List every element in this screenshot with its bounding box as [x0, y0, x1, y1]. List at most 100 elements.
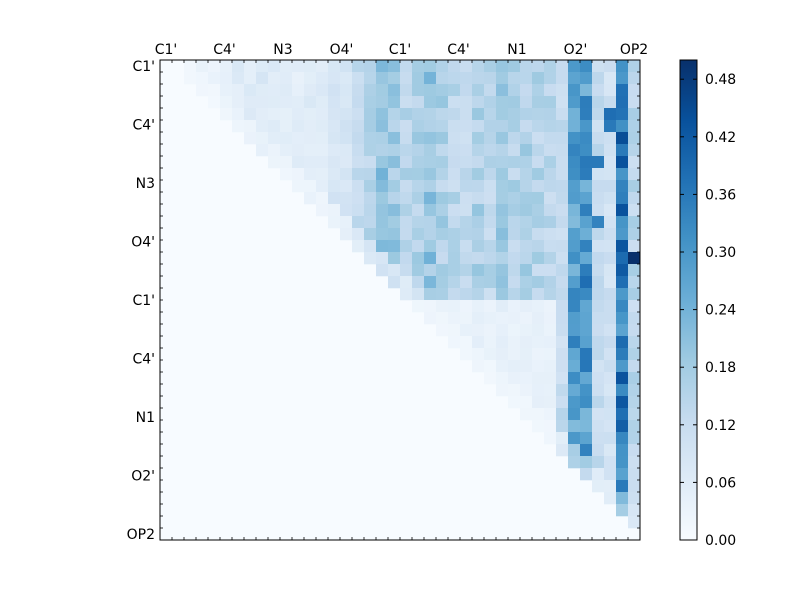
- heatmap-cell: [460, 240, 473, 253]
- heatmap-cell: [568, 276, 581, 289]
- heatmap-cell: [436, 120, 449, 133]
- heatmap-cell: [532, 396, 545, 409]
- heatmap-cell: [568, 420, 581, 433]
- heatmap-cell: [580, 132, 593, 145]
- heatmap-cell: [508, 132, 521, 145]
- heatmap-cell: [520, 288, 533, 301]
- heatmap-cell: [268, 84, 281, 97]
- heatmap-cell: [256, 120, 269, 133]
- heatmap-cell: [400, 168, 413, 181]
- heatmap-cell: [436, 204, 449, 217]
- heatmap-cell: [460, 336, 473, 349]
- heatmap-cell: [304, 192, 317, 205]
- heatmap-cell: [340, 156, 353, 169]
- heatmap-cell: [568, 96, 581, 109]
- heatmap-cell: [328, 96, 341, 109]
- heatmap-cell: [304, 180, 317, 193]
- heatmap-cell: [556, 168, 569, 181]
- heatmap-cell: [364, 144, 377, 157]
- heatmap-cell: [556, 420, 569, 433]
- heatmap-cell: [508, 156, 521, 169]
- heatmap-cell: [448, 180, 461, 193]
- heatmap-cell: [256, 84, 269, 97]
- heatmap-cell: [352, 96, 365, 109]
- heatmap-cell: [496, 252, 509, 265]
- heatmap-cell: [616, 120, 629, 133]
- heatmap-cell: [388, 228, 401, 241]
- heatmap-cell: [628, 156, 641, 169]
- heatmap-cell: [544, 288, 557, 301]
- colorbar: [679, 59, 698, 541]
- heatmap-cell: [376, 228, 389, 241]
- heatmap-cell: [508, 348, 521, 361]
- heatmap-cell: [340, 96, 353, 109]
- heatmap-cell: [520, 384, 533, 397]
- heatmap-cell: [496, 168, 509, 181]
- heatmap-cell: [292, 180, 305, 193]
- heatmap-cell: [436, 276, 449, 289]
- heatmap-cell: [448, 84, 461, 97]
- heatmap-cell: [592, 300, 605, 313]
- heatmap-cell: [460, 84, 473, 97]
- heatmap-cell: [280, 72, 293, 85]
- heatmap-cell: [496, 264, 509, 277]
- heatmap-cell: [484, 180, 497, 193]
- heatmap-cell: [580, 192, 593, 205]
- heatmap-cell: [448, 120, 461, 133]
- heatmap-cell: [364, 204, 377, 217]
- heatmap-cell: [388, 144, 401, 157]
- heatmap-cell: [328, 192, 341, 205]
- heatmap-cell: [436, 252, 449, 265]
- heatmap-cell: [412, 156, 425, 169]
- heatmap-cell: [628, 516, 641, 529]
- heatmap-cell: [592, 84, 605, 97]
- heatmap-cell: [592, 456, 605, 469]
- heatmap-cell: [616, 216, 629, 229]
- heatmap-cell: [544, 240, 557, 253]
- heatmap-cell: [568, 240, 581, 253]
- heatmap-cell: [400, 180, 413, 193]
- heatmap-cell: [568, 324, 581, 337]
- heatmap-cell: [616, 192, 629, 205]
- heatmap-cell: [412, 168, 425, 181]
- heatmap-cell: [556, 360, 569, 373]
- heatmap-cell: [352, 60, 365, 73]
- heatmap-cell: [472, 132, 485, 145]
- heatmap-cell: [460, 252, 473, 265]
- heatmap-cell: [532, 180, 545, 193]
- heatmap-cell: [592, 432, 605, 445]
- heatmap-cell: [544, 360, 557, 373]
- heatmap-cell: [532, 144, 545, 157]
- heatmap-cell: [520, 396, 533, 409]
- colorbar-tick-label: 0.36: [705, 187, 736, 203]
- heatmap-cell: [436, 300, 449, 313]
- x-tick-label: OP2: [620, 42, 648, 58]
- heatmap-cell: [304, 120, 317, 133]
- heatmap-cell: [220, 96, 233, 109]
- heatmap-cell: [616, 228, 629, 241]
- heatmap-cell: [592, 216, 605, 229]
- heatmap-cell: [580, 264, 593, 277]
- heatmap-cell: [580, 276, 593, 289]
- colorbar-tick-label: 0.42: [705, 130, 736, 146]
- heatmap-cell: [580, 72, 593, 85]
- heatmap-cell: [412, 276, 425, 289]
- heatmap-cell: [328, 84, 341, 97]
- heatmap-cell: [532, 84, 545, 97]
- heatmap-cell: [472, 192, 485, 205]
- heatmap-cell: [484, 120, 497, 133]
- heatmap-cell: [472, 204, 485, 217]
- heatmap-cell: [628, 216, 641, 229]
- heatmap-cell: [484, 228, 497, 241]
- heatmap-cell: [364, 96, 377, 109]
- heatmap-cell: [412, 192, 425, 205]
- colorbar-tick-label: 0.30: [705, 245, 736, 261]
- heatmap-cell: [532, 132, 545, 145]
- heatmap-cell: [616, 336, 629, 349]
- heatmap-cell: [376, 264, 389, 277]
- heatmap-cell: [316, 180, 329, 193]
- heatmap-cell: [508, 312, 521, 325]
- heatmap-cell: [580, 60, 593, 73]
- heatmap-cell: [532, 288, 545, 301]
- heatmap-cell: [604, 444, 617, 457]
